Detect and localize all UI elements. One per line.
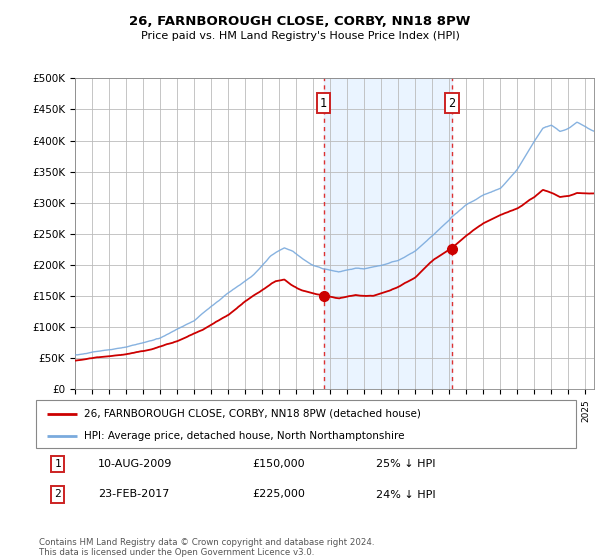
Text: 2: 2	[448, 97, 455, 110]
Text: 26, FARNBOROUGH CLOSE, CORBY, NN18 8PW (detached house): 26, FARNBOROUGH CLOSE, CORBY, NN18 8PW (…	[83, 409, 421, 419]
Text: 23-FEB-2017: 23-FEB-2017	[98, 489, 169, 500]
Text: 24% ↓ HPI: 24% ↓ HPI	[376, 489, 436, 500]
Text: 25% ↓ HPI: 25% ↓ HPI	[376, 459, 436, 469]
Text: Price paid vs. HM Land Registry's House Price Index (HPI): Price paid vs. HM Land Registry's House …	[140, 31, 460, 41]
Bar	[323, 78, 452, 389]
Text: 1: 1	[320, 97, 327, 110]
Text: £150,000: £150,000	[252, 459, 305, 469]
Text: £225,000: £225,000	[252, 489, 305, 500]
Text: HPI: Average price, detached house, North Northamptonshire: HPI: Average price, detached house, Nort…	[83, 431, 404, 441]
Text: Contains HM Land Registry data © Crown copyright and database right 2024.
This d: Contains HM Land Registry data © Crown c…	[39, 538, 374, 557]
Text: 2: 2	[54, 489, 61, 500]
Text: 1: 1	[54, 459, 61, 469]
Text: 10-AUG-2009: 10-AUG-2009	[98, 459, 172, 469]
Text: 26, FARNBOROUGH CLOSE, CORBY, NN18 8PW: 26, FARNBOROUGH CLOSE, CORBY, NN18 8PW	[130, 15, 470, 27]
